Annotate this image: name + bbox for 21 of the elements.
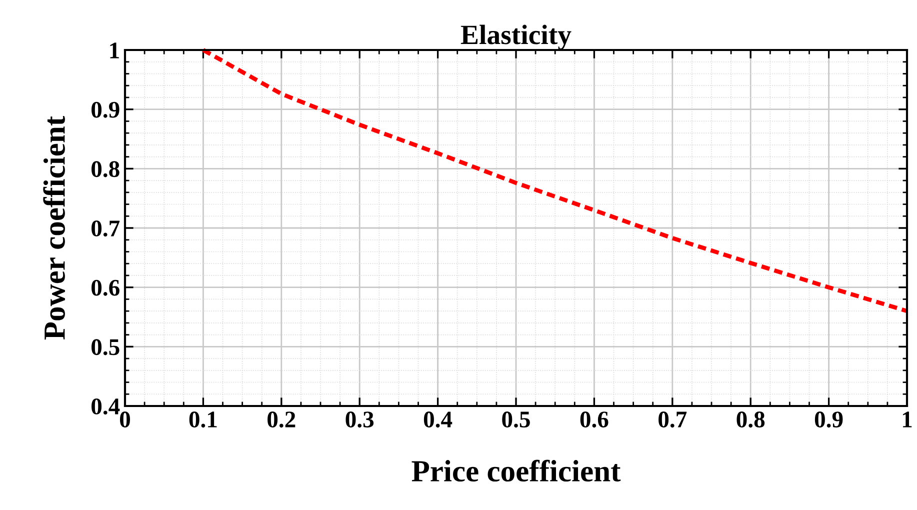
chart-title: Elasticity (460, 24, 572, 50)
x-tick-label: 0.7 (658, 412, 687, 428)
x-tick-label: 0.1 (189, 412, 217, 428)
x-tick-label: 0.9 (814, 412, 843, 428)
y-axis-title: Power coefficient (43, 116, 65, 340)
x-tick-label: 0.6 (580, 412, 608, 428)
x-tick-label: 1 (902, 412, 912, 428)
x-tick-label: 0 (120, 412, 130, 428)
x-tick-label: 0.4 (424, 412, 452, 428)
y-tick-label: 1 (110, 42, 119, 58)
y-tick-label: 0.7 (92, 220, 120, 237)
x-tick-label: 0.2 (268, 412, 296, 428)
x-tick-label: 0.8 (736, 412, 765, 428)
x-tick-label: 0.3 (346, 412, 374, 428)
y-tick-label: 0.6 (92, 280, 120, 296)
x-tick-label: 0.5 (502, 412, 530, 428)
y-tick-label: 0.8 (92, 161, 120, 178)
y-tick-label: 0.5 (92, 339, 120, 356)
y-tick-label: 0.9 (92, 102, 120, 118)
y-tick-label: 0.4 (92, 398, 120, 415)
x-axis-title: Price coefficient (412, 460, 621, 482)
